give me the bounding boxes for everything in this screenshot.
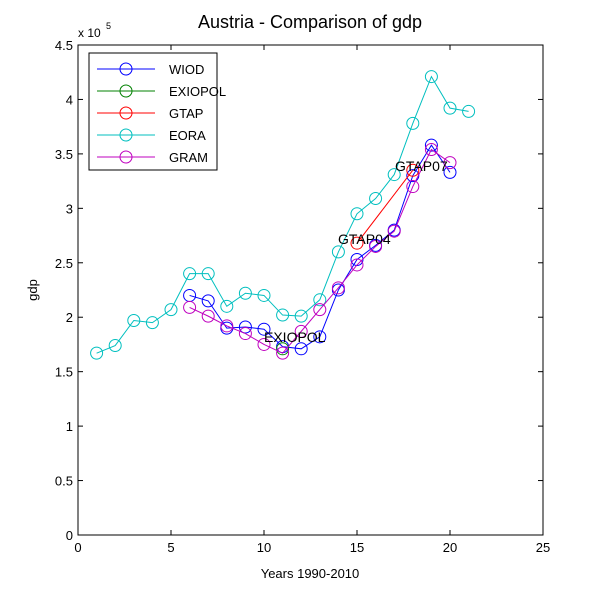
data-point: [406, 116, 420, 130]
legend-label: WIOD: [169, 62, 204, 77]
y-tick-label: 1: [66, 419, 73, 434]
y-multiplier-exponent: 5: [106, 21, 111, 31]
legend-marker: [119, 128, 133, 142]
data-point: [201, 267, 215, 281]
data-point: [313, 330, 327, 344]
y-tick-label: 1.5: [55, 365, 73, 380]
legend-label: EXIOPOL: [169, 84, 226, 99]
data-point: [127, 313, 141, 327]
legend-label: GRAM: [169, 150, 208, 165]
data-point: [201, 294, 215, 308]
x-tick-label: 10: [257, 540, 271, 555]
data-point: [276, 346, 290, 360]
data-point: [201, 309, 215, 323]
y-tick-label: 0.5: [55, 474, 73, 489]
legend-marker: [119, 106, 133, 120]
data-point: [294, 309, 308, 323]
data-point: [276, 342, 290, 356]
data-point: [238, 327, 252, 341]
data-point: [220, 319, 234, 333]
data-point: [350, 258, 364, 272]
data-point: [331, 281, 345, 295]
data-point: [350, 236, 364, 250]
y-tick-label: 2: [66, 310, 73, 325]
y-tick-label: 4.5: [55, 38, 73, 53]
data-point: [406, 163, 420, 177]
data-point: [90, 346, 104, 360]
y-axis-label: gdp: [25, 279, 40, 301]
y-tick-label: 0: [66, 528, 73, 543]
data-point: [387, 224, 401, 238]
data-point: [183, 267, 197, 281]
annotation: EXIOPOL: [264, 329, 326, 345]
x-tick-label: 25: [536, 540, 550, 555]
y-tick-label: 2.5: [55, 256, 73, 271]
y-tick-label: 3.5: [55, 147, 73, 162]
data-point: [443, 101, 457, 115]
data-point: [183, 300, 197, 314]
chart-title: Austria - Comparison of gdp: [198, 12, 422, 32]
data-point: [387, 168, 401, 182]
legend-label: EORA: [169, 128, 206, 143]
data-point: [257, 337, 271, 351]
data-point: [220, 299, 234, 313]
data-point: [424, 143, 438, 157]
data-point: [406, 180, 420, 194]
data-point: [443, 156, 457, 170]
legend-marker: [119, 84, 133, 98]
data-point: [369, 239, 383, 253]
data-point: [462, 104, 476, 118]
legend-label: GTAP: [169, 106, 203, 121]
series-line: [96, 75, 469, 354]
legend-marker: [119, 62, 133, 76]
data-point: [443, 165, 457, 179]
series-line: [189, 148, 451, 354]
data-point: [108, 339, 122, 353]
y-tick-label: 3: [66, 201, 73, 216]
data-point: [424, 138, 438, 152]
data-point: [313, 303, 327, 317]
y-tick-label: 4: [66, 92, 73, 107]
data-point: [294, 324, 308, 338]
data-point: [164, 303, 178, 317]
data-point: [145, 316, 159, 330]
data-point: [331, 245, 345, 259]
data-point: [424, 70, 438, 84]
legend-box: [88, 52, 218, 171]
data-point: [276, 308, 290, 322]
series-line: [356, 169, 414, 244]
data-point: [238, 286, 252, 300]
y-multiplier: x 10: [78, 26, 101, 40]
x-tick-label: 20: [443, 540, 457, 555]
data-point: [369, 192, 383, 206]
data-point: [313, 293, 327, 307]
data-point: [257, 322, 271, 336]
data-point: [350, 207, 364, 221]
annotation: GTAP04: [338, 231, 391, 247]
x-tick-label: 15: [350, 540, 364, 555]
x-tick-label: 0: [74, 540, 81, 555]
annotation: GTAP07: [395, 158, 448, 174]
data-point: [294, 342, 308, 356]
x-axis-label: Years 1990-2010: [261, 566, 360, 581]
x-tick-label: 5: [167, 540, 174, 555]
data-point: [257, 288, 271, 302]
legend-marker: [119, 150, 133, 164]
